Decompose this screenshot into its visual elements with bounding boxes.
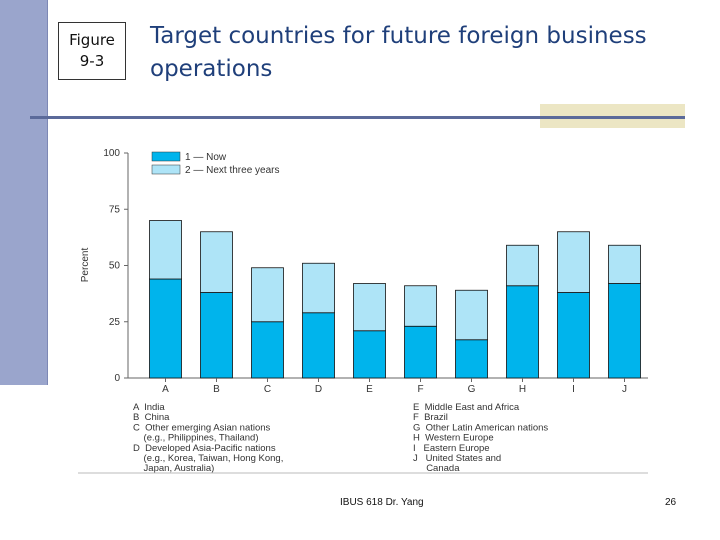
category-key-left-line: Japan, Australia): [133, 463, 214, 474]
bar-A-series-2: [149, 220, 182, 280]
category-key-left-line: A India: [133, 402, 165, 413]
y-tick-label: 50: [109, 261, 121, 272]
figure-label-box: Figure 9-3: [58, 22, 126, 80]
bar-D-series-1: [302, 312, 335, 379]
category-key-right-line: G Other Latin American nations: [413, 422, 548, 433]
side-divider: [47, 0, 48, 385]
x-tick-label: F: [417, 384, 423, 395]
bar-I-series-1: [557, 292, 590, 379]
bar-F-series-2: [404, 285, 437, 327]
page-number: 26: [665, 497, 677, 508]
x-tick-label: B: [213, 384, 220, 395]
bar-H-series-2: [506, 244, 539, 287]
bar-J-series-2: [608, 244, 641, 284]
bar-G-series-1: [455, 339, 488, 379]
bar-E-series-1: [353, 330, 386, 379]
legend-swatch-1: [151, 151, 181, 162]
bar-E-series-2: [353, 283, 386, 332]
category-key-right-line: I Eastern Europe: [413, 443, 490, 454]
bar-B-series-2: [200, 231, 233, 293]
legend-swatch-2: [151, 164, 181, 175]
category-key-right-line: E Middle East and Africa: [413, 402, 520, 413]
title-rule: [30, 116, 685, 119]
bar-A-series-1: [149, 278, 182, 379]
category-key-left-line: D Developed Asia-Pacific nations: [133, 443, 276, 454]
bar-I-series-2: [557, 231, 590, 293]
bar-C-series-1: [251, 321, 284, 379]
x-tick-label: J: [622, 384, 627, 395]
side-accent-bar: [0, 0, 47, 385]
x-tick-label: C: [264, 384, 271, 395]
legend-label-1: 1 — Now: [185, 152, 227, 163]
bar-B-series-1: [200, 292, 233, 379]
category-key-left-line: B China: [133, 412, 170, 423]
x-tick-label: E: [366, 384, 373, 395]
category-key-left-line: (e.g., Philippines, Thailand): [133, 433, 259, 444]
category-key-right-line: Canada: [413, 463, 460, 474]
category-key-right-line: H Western Europe: [413, 433, 494, 444]
y-tick-label: 0: [114, 373, 120, 384]
bar-C-series-2: [251, 267, 284, 323]
bar-D-series-2: [302, 262, 335, 314]
bar-J-series-1: [608, 283, 641, 379]
y-axis-label: Percent: [80, 248, 91, 283]
legend-label-2: 2 — Next three years: [185, 165, 279, 176]
x-tick-label: I: [572, 384, 575, 395]
category-key-left-line: C Other emerging Asian nations: [133, 422, 271, 433]
x-tick-label: D: [315, 384, 322, 395]
category-key-left-line: (e.g., Korea, Taiwan, Hong Kong,: [133, 453, 283, 464]
slide-title: Target countries for future foreign busi…: [150, 23, 647, 82]
y-tick-label: 75: [109, 204, 121, 215]
x-tick-label: G: [468, 384, 476, 395]
figure-label: Figure 9-3: [69, 31, 115, 70]
y-tick-label: 100: [103, 148, 120, 159]
bar-F-series-1: [404, 325, 437, 379]
category-key-right-line: F Brazil: [413, 412, 448, 423]
y-tick-label: 25: [109, 317, 121, 328]
category-key-right-line: J United States and: [413, 453, 501, 464]
x-tick-label: A: [162, 384, 169, 395]
bar-H-series-1: [506, 285, 539, 379]
bar-G-series-2: [455, 289, 488, 341]
x-tick-label: H: [519, 384, 526, 395]
footer-text: IBUS 618 Dr. Yang: [340, 497, 424, 508]
